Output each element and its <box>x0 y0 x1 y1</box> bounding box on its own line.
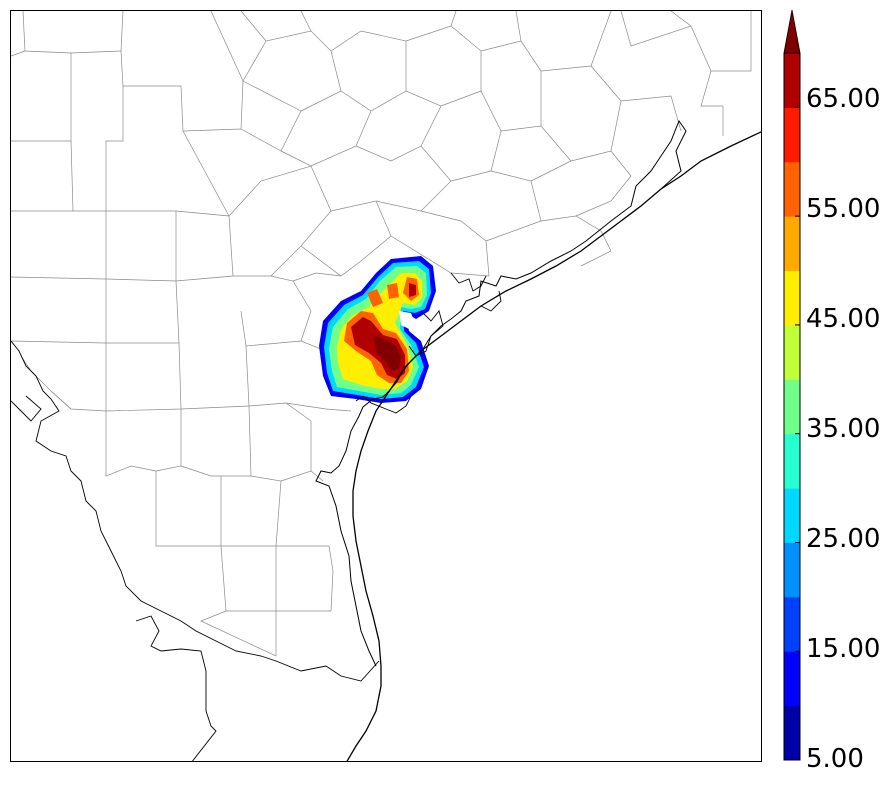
county-line <box>120 11 244 132</box>
county-line <box>440 90 502 172</box>
inner-bay <box>408 310 444 357</box>
county-line <box>180 405 252 477</box>
county-line <box>355 145 452 212</box>
colorbar-band <box>784 542 800 598</box>
county-line <box>22 11 124 54</box>
colorbar-band <box>784 705 800 761</box>
county-line <box>370 90 442 147</box>
border-south <box>135 615 217 761</box>
colorbar-tick-label: 25.00 <box>806 524 881 554</box>
county-line <box>220 475 282 547</box>
coastline <box>315 119 761 761</box>
colorbar-tick-label: 45.00 <box>806 304 881 334</box>
contour-70 <box>373 335 401 371</box>
county-line <box>276 545 334 612</box>
border-west-hook <box>11 395 42 422</box>
colorbar-tick-label: 5.00 <box>806 744 864 774</box>
county-line <box>540 65 622 152</box>
county-line <box>220 545 277 612</box>
map-canvas <box>11 11 761 761</box>
county-line <box>515 11 682 132</box>
colorbar-band <box>784 107 800 163</box>
county-line <box>300 200 392 277</box>
county-line <box>20 355 72 410</box>
county-line <box>570 150 632 217</box>
colorbar-band <box>784 216 800 272</box>
county-line <box>500 125 572 182</box>
colorbar-band <box>784 488 800 543</box>
colorbar-band <box>784 53 800 108</box>
county-line <box>670 11 724 136</box>
county-line <box>285 402 312 471</box>
colorbar-tick-label: 35.00 <box>806 414 881 444</box>
barrier-island <box>346 131 761 761</box>
county-line <box>105 210 177 282</box>
county-line <box>240 11 457 42</box>
bay-inlet <box>355 272 502 414</box>
precipitation-field <box>319 256 436 403</box>
county-line <box>11 50 72 142</box>
county-line <box>242 30 332 82</box>
colorbar-band <box>784 324 800 380</box>
county-line <box>228 165 332 277</box>
county-line <box>280 90 372 167</box>
county-line <box>405 25 482 91</box>
dry-core <box>399 311 415 329</box>
county-line <box>106 280 180 344</box>
county-line <box>11 211 107 280</box>
county-line <box>182 80 302 217</box>
county-line <box>105 342 182 412</box>
colorbar: 5.00 15.00 25.00 35.00 45.00 55.00 65.00 <box>782 8 894 778</box>
colorbar-tick-label: 65.00 <box>806 84 881 114</box>
colorbar-band <box>784 379 800 435</box>
river-border <box>11 340 380 682</box>
county-line <box>11 279 107 344</box>
county-line <box>155 471 221 547</box>
colorbar-band <box>784 651 800 707</box>
county-line <box>233 275 312 347</box>
county-line <box>450 170 542 242</box>
colorbar-band <box>784 270 800 326</box>
county-line <box>390 210 490 277</box>
county-line <box>105 409 182 477</box>
county-line <box>180 345 250 410</box>
county-line <box>200 610 277 657</box>
county-line <box>330 30 407 92</box>
county-line <box>50 343 107 412</box>
colorbar-tick-label: 55.00 <box>806 194 881 224</box>
county-line <box>620 11 752 72</box>
colorbar-frame <box>783 52 801 761</box>
county-line <box>73 86 124 212</box>
colorbar-band <box>784 161 800 217</box>
county-line <box>540 215 612 267</box>
county-line <box>175 210 234 282</box>
colorbar-tick-label: 15.00 <box>806 634 881 664</box>
county-line <box>11 140 74 212</box>
county-line <box>480 40 542 126</box>
colorbar-band <box>784 596 800 652</box>
map-panel[interactable] <box>10 10 762 762</box>
colorbar-band <box>784 433 800 489</box>
colorbar-ramp <box>783 9 801 761</box>
colorbar-extend-arrow <box>783 9 801 54</box>
